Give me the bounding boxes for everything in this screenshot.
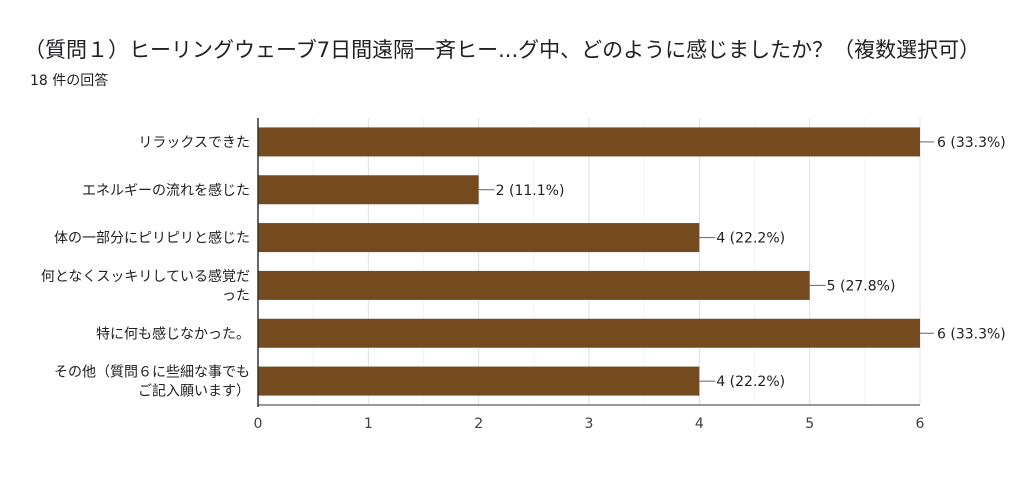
category-label: 特に何も感じなかった。: [96, 325, 250, 342]
category-label: ご記入願います）: [138, 383, 250, 400]
value-label: 6 (33.3%): [937, 326, 1006, 342]
chart-title: （質問１）ヒーリングウェーブ7日間遠隔一斉ヒー...グ中、どのように感じましたか…: [24, 38, 981, 62]
x-tick-label: 5: [805, 416, 814, 432]
value-label: 4 (22.2%): [716, 231, 785, 247]
category-label: リラックスできた: [138, 135, 250, 151]
value-label: 6 (33.3%): [937, 135, 1006, 151]
bar: [258, 127, 920, 157]
value-label: 4 (22.2%): [716, 374, 785, 390]
x-tick-label: 2: [474, 416, 483, 432]
category-label: 何となくスッキリしている感覚だ: [41, 268, 250, 285]
bar: [258, 223, 700, 253]
x-tick-label: 6: [916, 416, 925, 432]
bar: [258, 175, 479, 205]
x-tick-label: 4: [695, 416, 704, 432]
category-label: エネルギーの流れを感じた: [82, 182, 250, 199]
x-tick-label: 0: [254, 416, 263, 432]
response-count: 18 件の回答: [30, 73, 109, 89]
category-label: 体の一部分にピリピリと感じた: [54, 230, 250, 247]
value-label: 5 (27.8%): [827, 278, 896, 294]
value-label: 2 (11.1%): [496, 183, 565, 199]
bar: [258, 270, 810, 300]
category-label: った: [222, 288, 250, 304]
bar: [258, 366, 700, 396]
x-tick-label: 3: [585, 416, 594, 432]
bar: [258, 318, 920, 348]
x-tick-label: 1: [364, 416, 373, 432]
category-label: その他（質問６に些細な事でも: [54, 365, 250, 381]
